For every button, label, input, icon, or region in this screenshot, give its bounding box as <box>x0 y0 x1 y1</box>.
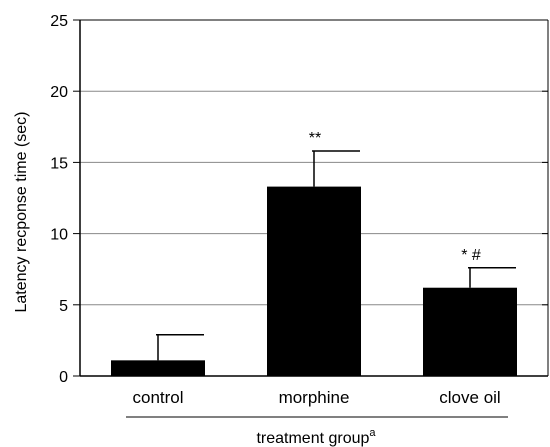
error-bars <box>156 150 516 361</box>
x-axis-title-superscript: a <box>369 427 376 439</box>
significance-morphine: ** <box>309 130 321 147</box>
y-tick-label-20: 20 <box>50 84 68 101</box>
y-ticks: 0 5 10 15 20 25 <box>50 13 548 386</box>
bar-clove-oil <box>423 287 517 376</box>
y-tick-label-10: 10 <box>50 227 68 244</box>
x-tick-label-control: control <box>132 388 183 407</box>
axes <box>79 19 549 377</box>
y-axis-title: Latency recponse time (sec) <box>13 112 30 313</box>
bars <box>111 186 517 376</box>
x-axis-title: treatment groupa <box>256 427 376 447</box>
x-axis-title-text: treatment group <box>256 430 369 447</box>
y-tick-label-15: 15 <box>50 155 68 172</box>
bar-control <box>111 360 205 376</box>
y-tick-label-5: 5 <box>59 298 68 315</box>
x-tick-label-morphine: morphine <box>279 388 350 407</box>
bar-morphine <box>267 186 361 376</box>
category-labels: control morphine clove oil <box>132 388 500 407</box>
significance-clove-oil: * # <box>461 247 481 264</box>
y-tick-label-0: 0 <box>59 369 68 386</box>
y-tick-label-25: 25 <box>50 13 68 30</box>
x-tick-label-clove-oil: clove oil <box>439 388 500 407</box>
significance-annotations: ** * # <box>309 130 481 264</box>
